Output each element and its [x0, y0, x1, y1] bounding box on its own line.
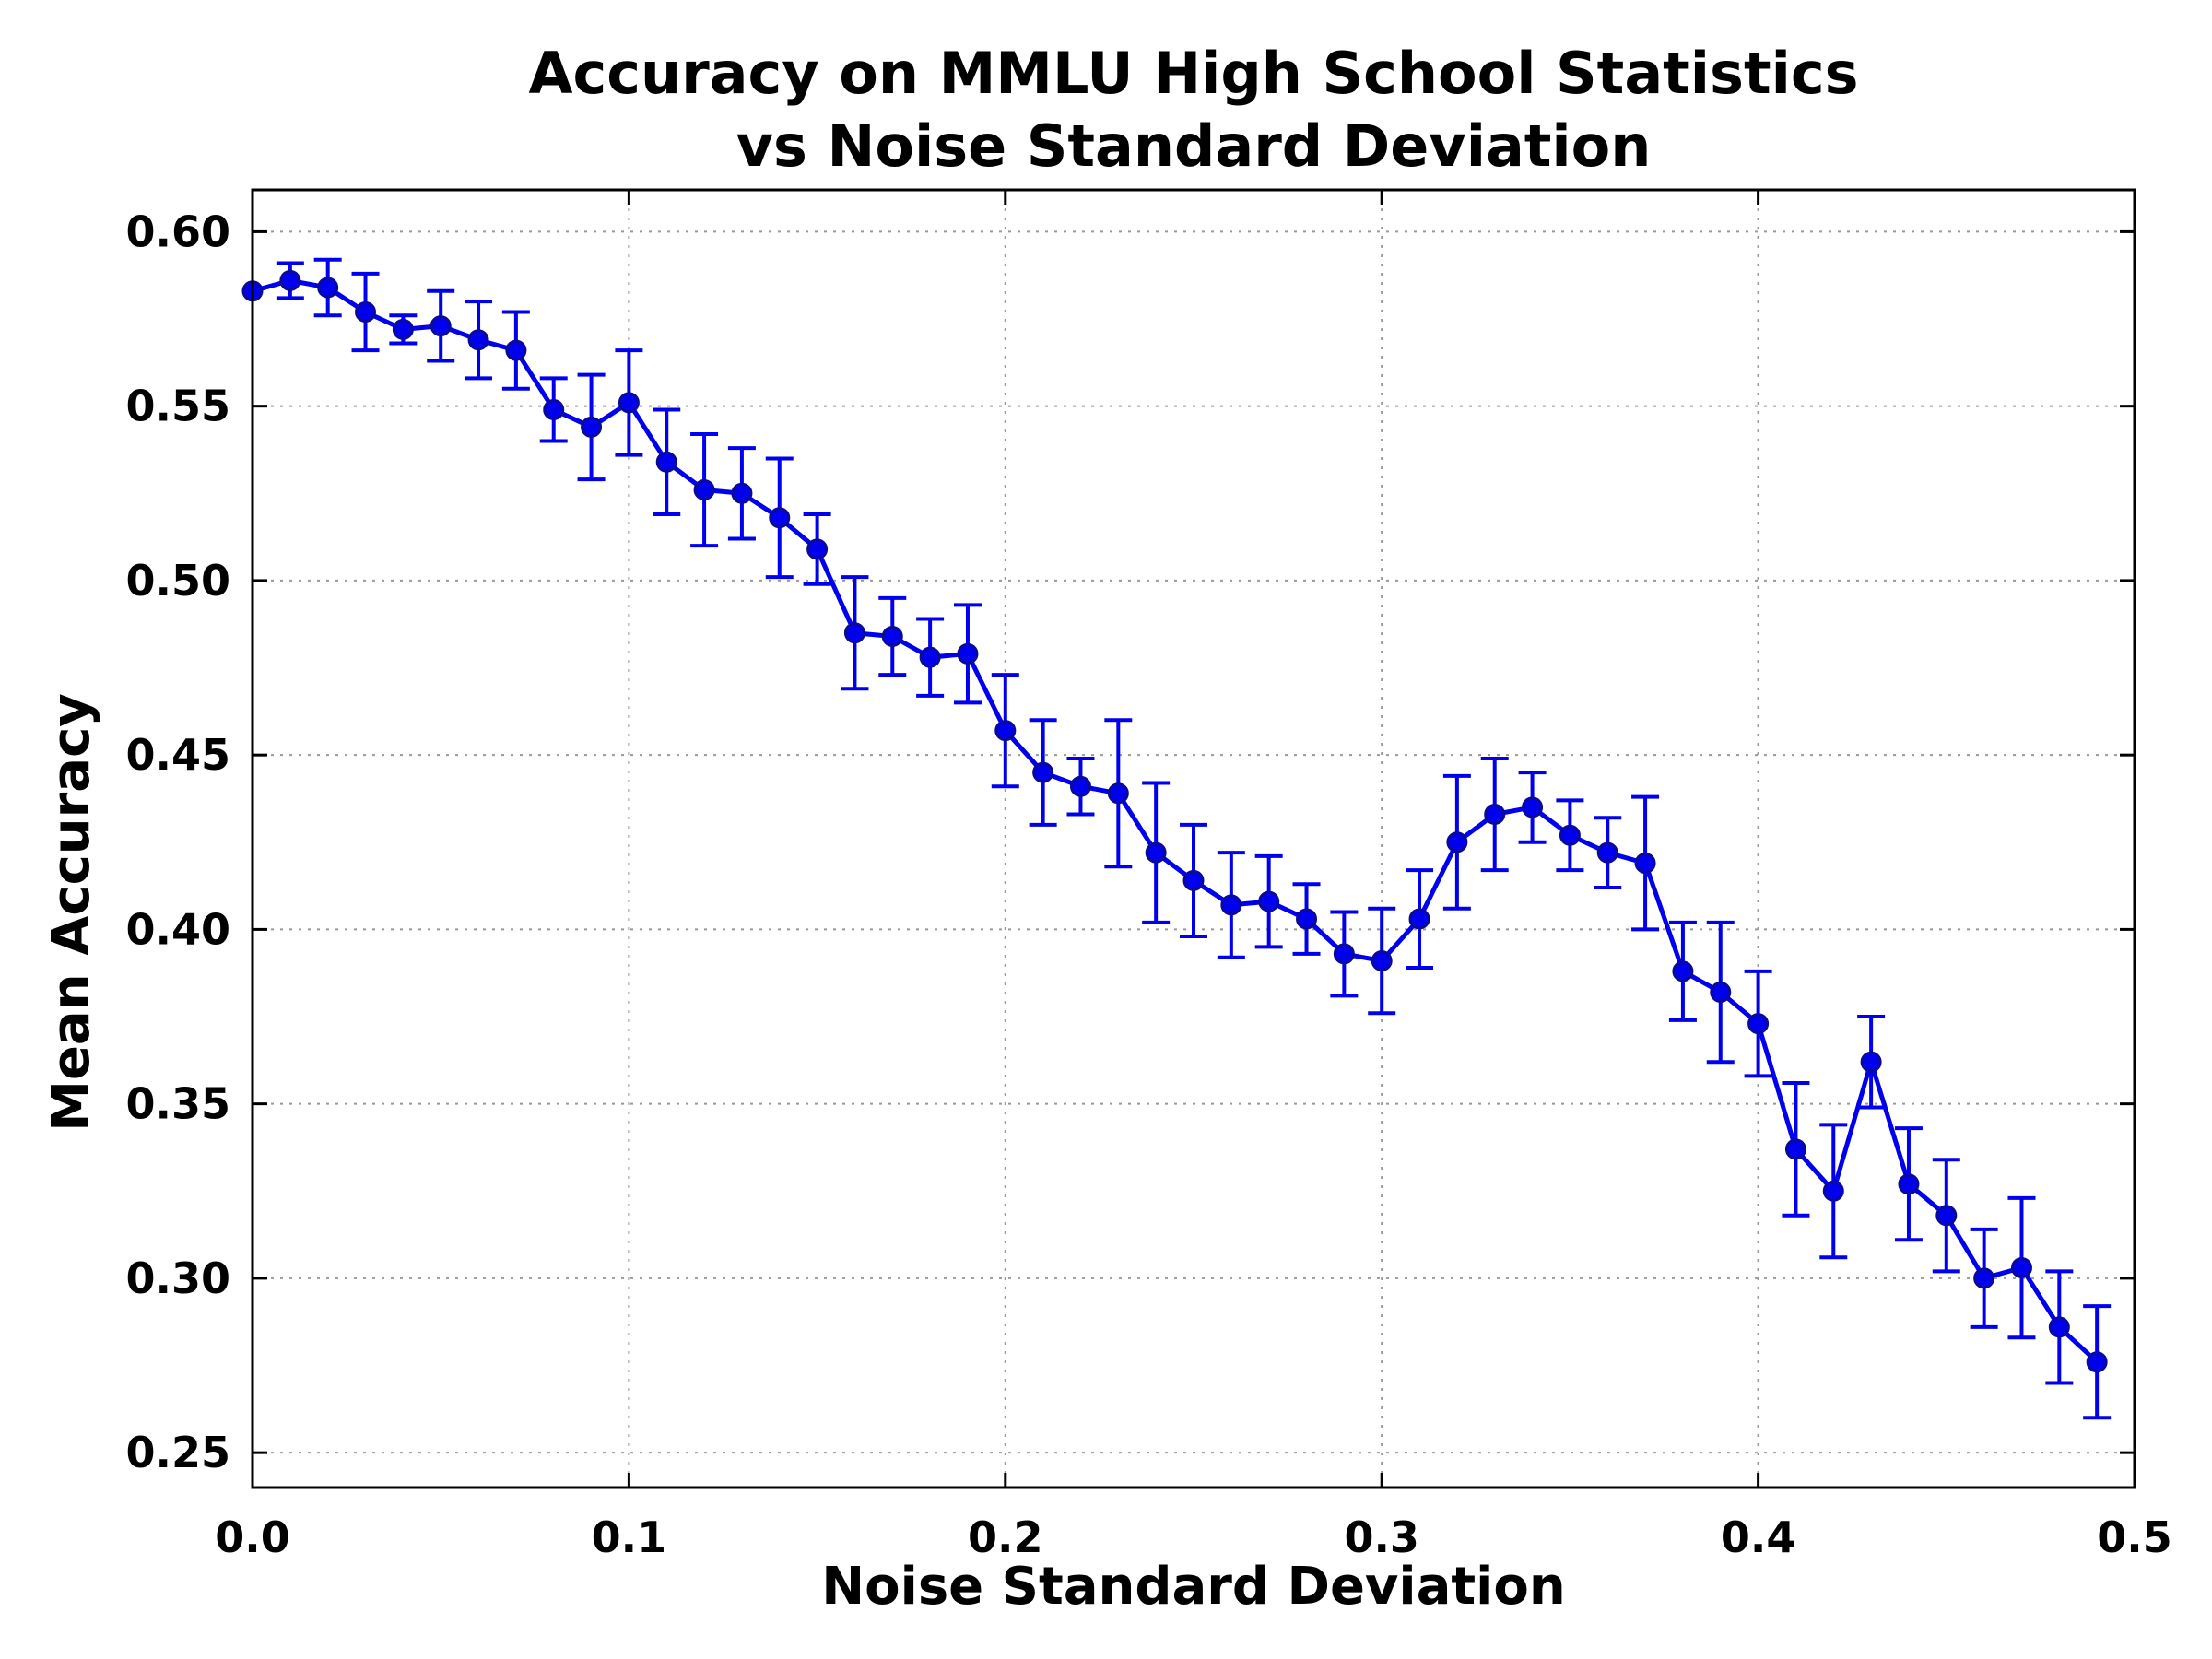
grid	[252, 190, 2136, 1488]
y-tick-label: 0.40	[126, 904, 231, 954]
y-tick-label: 0.60	[126, 206, 231, 256]
data-point	[881, 625, 903, 647]
data-point	[1145, 841, 1167, 864]
data-point	[1408, 908, 1430, 930]
data-point	[1860, 1051, 1882, 1073]
data-point	[769, 507, 791, 529]
data-point	[1822, 1180, 1844, 1202]
data-point	[731, 482, 753, 504]
data-point	[429, 315, 452, 337]
data-point	[543, 398, 565, 420]
plot-frame	[251, 188, 2136, 1489]
data-point	[1898, 1173, 1920, 1195]
data-point	[2048, 1316, 2070, 1338]
data-point	[505, 339, 527, 361]
data-point	[1296, 908, 1318, 930]
data-point	[1634, 852, 1656, 874]
data-point	[1747, 1013, 1770, 1035]
data-point	[1596, 841, 1618, 864]
x-tick-label: 0.0	[215, 1512, 290, 1562]
data-point	[994, 720, 1017, 742]
error-bars	[276, 257, 2112, 1420]
data-point	[1522, 796, 1544, 818]
data-point	[1446, 831, 1468, 853]
data-point	[1672, 960, 1694, 982]
data-point	[843, 622, 865, 644]
data-point	[1220, 894, 1242, 916]
data-point	[1333, 943, 1355, 965]
data-point	[1710, 982, 1732, 1004]
markers	[241, 269, 2108, 1373]
data-point	[693, 479, 715, 501]
data-point	[1069, 775, 1091, 797]
y-tick-label: 0.25	[126, 1428, 231, 1477]
chart-title-line-1: Accuracy on MMLU High School Statistics	[528, 40, 1858, 107]
y-tick-label: 0.45	[126, 730, 231, 780]
y-axis-label: Mean Accuracy	[41, 693, 101, 1132]
data-point	[392, 318, 414, 340]
x-tick-label: 0.1	[592, 1512, 667, 1562]
y-tick-label: 0.50	[126, 556, 231, 606]
series-line	[252, 277, 2099, 1364]
data-point	[1032, 761, 1054, 783]
data-point	[618, 392, 640, 414]
data-point	[957, 642, 979, 665]
data-point	[1973, 1267, 1995, 1289]
data-point	[806, 538, 829, 560]
y-tick-label: 0.30	[126, 1253, 231, 1303]
x-axis-label: Noise Standard Deviation	[821, 1557, 1565, 1617]
data-point	[355, 300, 377, 323]
data-point	[1107, 782, 1129, 805]
data-point	[1484, 804, 1506, 826]
ticks	[251, 190, 2136, 1488]
data-point	[655, 451, 677, 473]
data-point	[919, 646, 941, 668]
data-point	[1559, 824, 1581, 846]
data-point	[317, 276, 339, 299]
data-point	[1784, 1138, 1806, 1160]
x-tick-label: 0.5	[2097, 1512, 2172, 1562]
data-point	[1182, 869, 1205, 891]
data-point	[467, 329, 489, 351]
x-tick-label: 0.4	[1721, 1512, 1796, 1562]
data-point	[581, 416, 603, 438]
data-point	[2010, 1257, 2032, 1279]
data-point	[2086, 1351, 2108, 1373]
x-tick-label: 0.2	[968, 1512, 1043, 1562]
chart-title-line-2: vs Noise Standard Deviation	[736, 112, 1652, 180]
data-point	[1371, 949, 1393, 971]
y-tick-label: 0.35	[126, 1079, 231, 1129]
x-tick-label: 0.3	[1344, 1512, 1419, 1562]
data-point	[1936, 1205, 1958, 1227]
data-point	[1258, 890, 1280, 912]
tick-labels: 0.0 0.1 0.2 0.3 0.4 0.5 0.25 0.30 0.35 0.40 0.45 0.…	[126, 206, 2172, 1562]
data-point	[279, 269, 301, 291]
y-tick-label: 0.55	[126, 382, 231, 431]
